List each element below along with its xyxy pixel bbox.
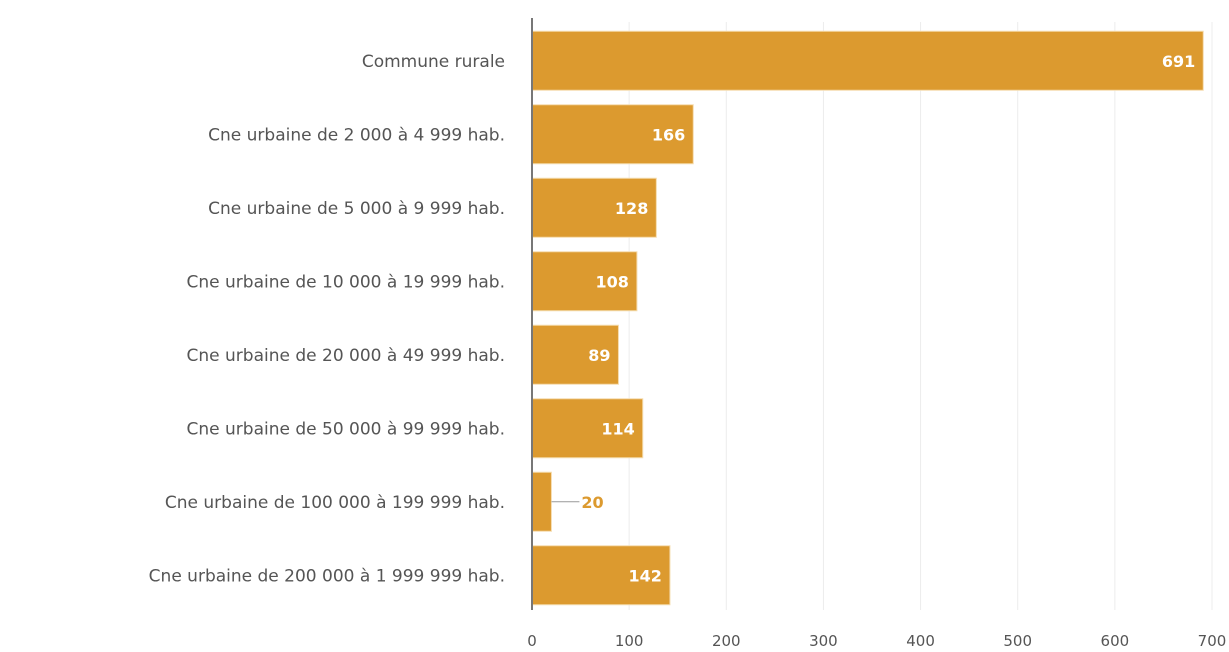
data-label: 142: [629, 566, 662, 585]
gridlines: [628, 22, 1213, 610]
category-label: Cne urbaine de 20 000 à 49 999 hab.: [187, 346, 505, 366]
category-label: Cne urbaine de 10 000 à 19 999 hab.: [187, 272, 505, 292]
x-tick-label: 400: [906, 632, 935, 650]
bar: [531, 545, 671, 606]
data-label: 114: [601, 419, 634, 438]
data-label: 128: [615, 199, 648, 218]
x-tick-label: 200: [712, 632, 741, 650]
x-tick-label: 500: [1003, 632, 1032, 650]
bar: [531, 177, 657, 238]
bars: [531, 30, 1204, 606]
category-label: Commune rurale: [362, 52, 505, 72]
category-label: Cne urbaine de 5 000 à 9 999 hab.: [208, 199, 505, 219]
bar: [531, 30, 1204, 91]
x-tick-label: 700: [1198, 632, 1227, 650]
labels: 0 100 200 300 400 500 600 700 Commune rurale 691 C…: [149, 52, 1227, 650]
data-label: 166: [652, 125, 685, 144]
data-label: 20: [581, 493, 603, 512]
bar: [531, 471, 552, 532]
x-tick-label: 0: [527, 632, 537, 650]
data-label: 89: [588, 346, 610, 365]
data-label: 108: [596, 272, 629, 291]
category-label: Cne urbaine de 2 000 à 4 999 hab.: [208, 125, 505, 145]
x-tick-label: 600: [1101, 632, 1130, 650]
bar: [531, 251, 638, 312]
x-tick-label: 100: [615, 632, 644, 650]
category-label: Cne urbaine de 50 000 à 99 999 hab.: [187, 419, 505, 439]
data-label: 691: [1162, 52, 1195, 71]
category-label: Cne urbaine de 200 000 à 1 999 999 hab.: [149, 566, 505, 586]
x-tick-label: 300: [809, 632, 838, 650]
bar: [531, 398, 644, 459]
category-label: Cne urbaine de 100 000 à 199 999 hab.: [165, 493, 505, 513]
